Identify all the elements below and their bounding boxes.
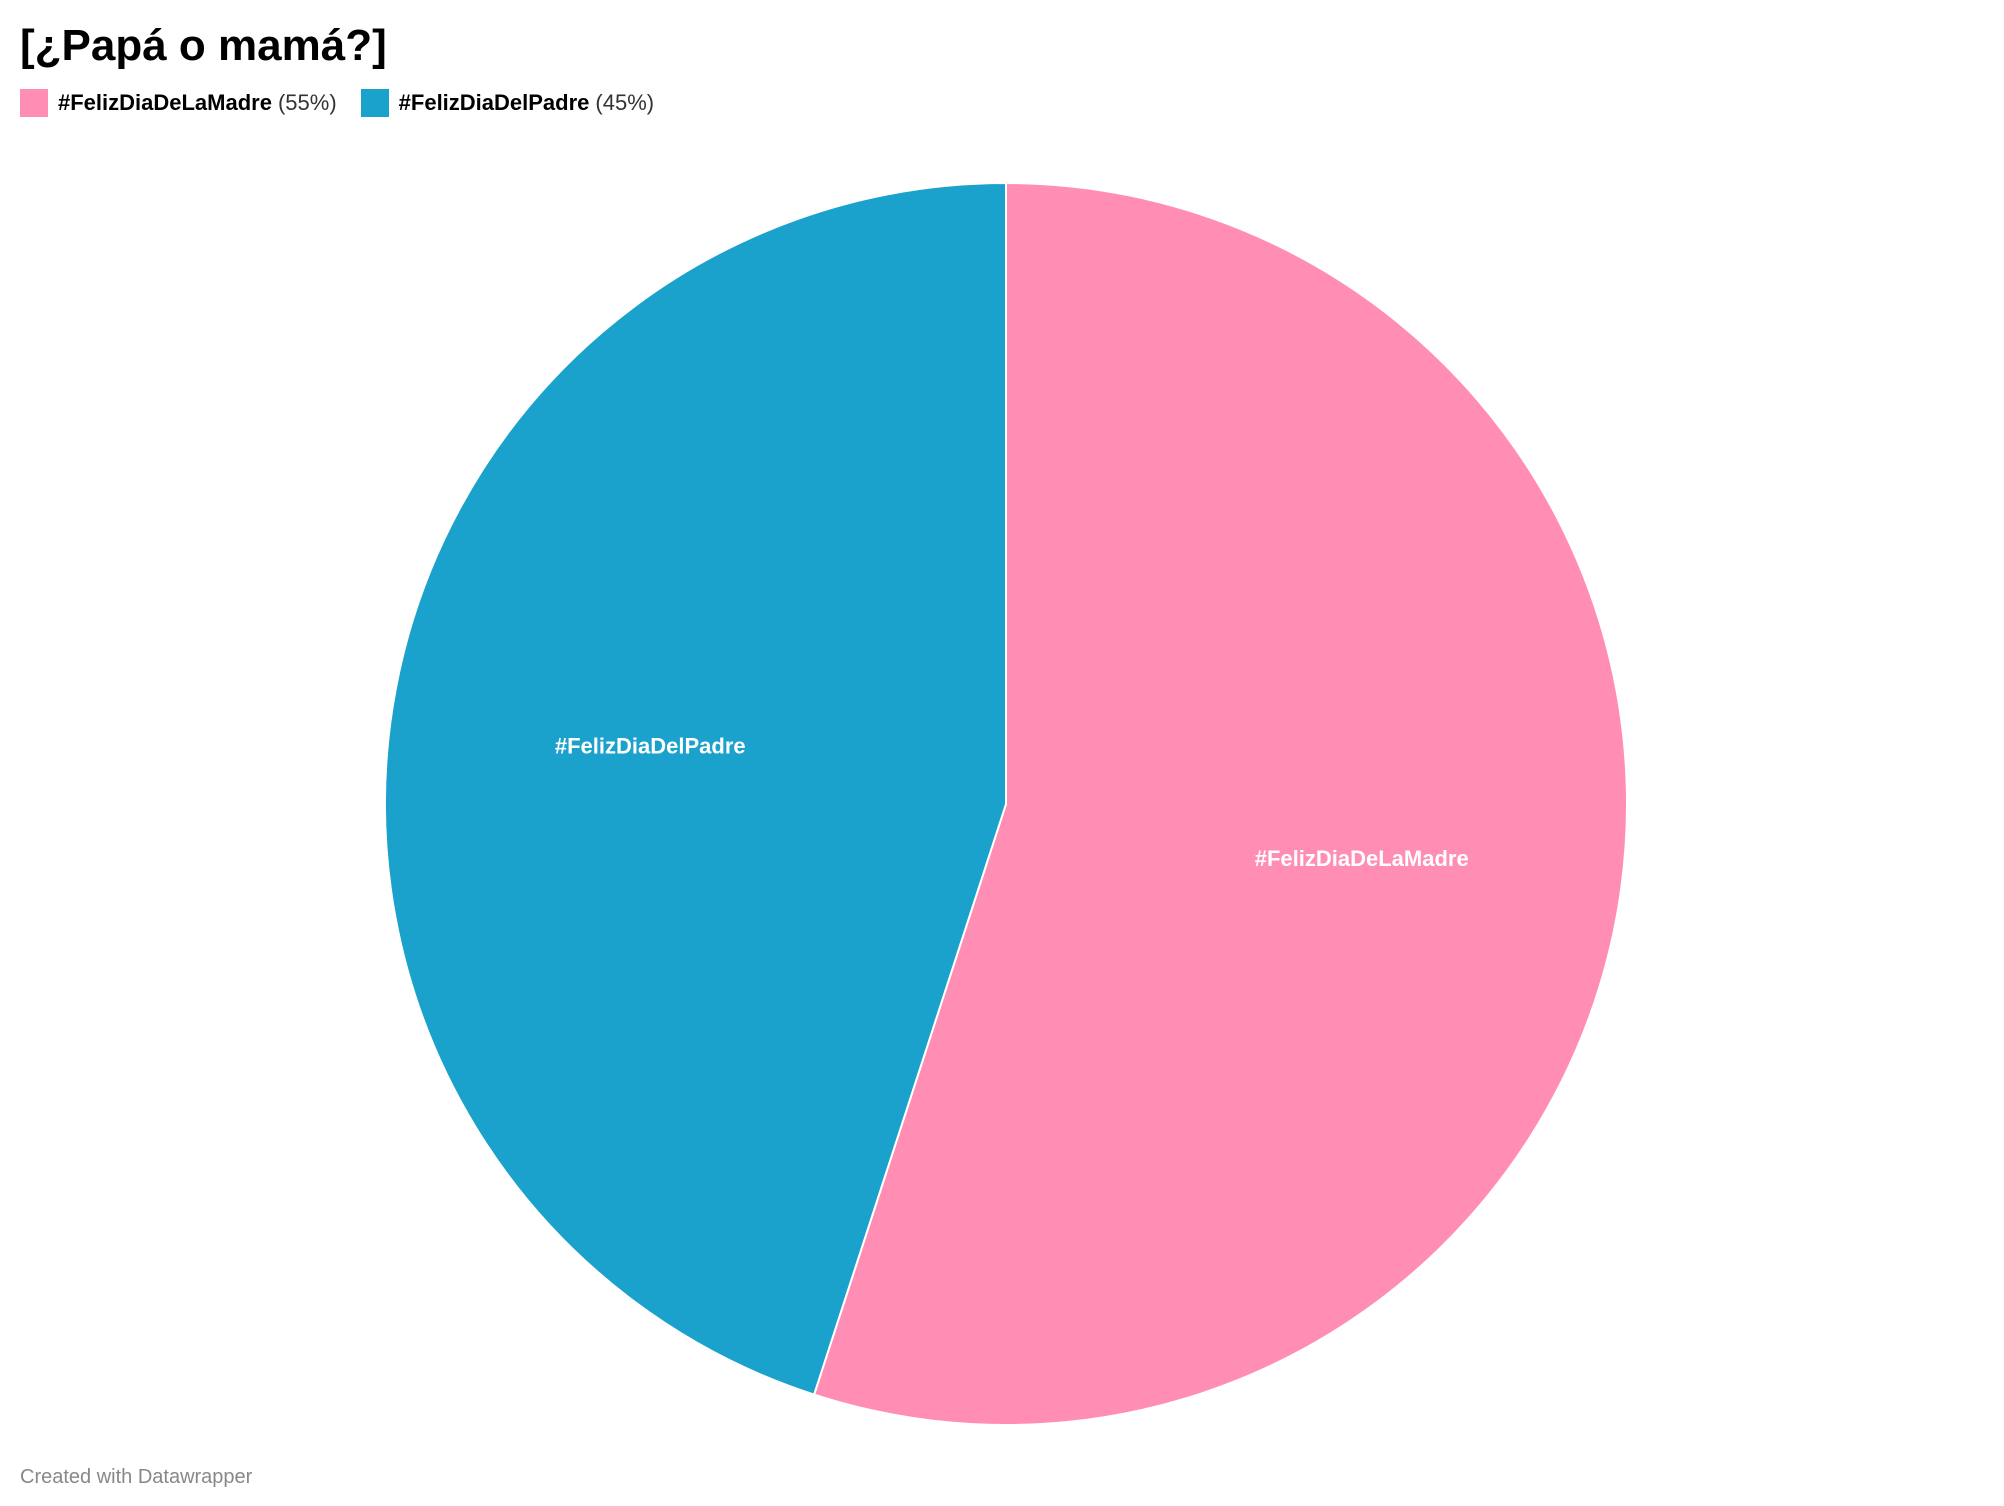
legend-label-padre: #FelizDiaDelPadre — [398, 90, 590, 115]
slice-label-padre: #FelizDiaDelPadre — [555, 733, 746, 758]
legend-item-madre: #FelizDiaDeLaMadre (55%) — [20, 88, 337, 118]
slice-label-madre: #FelizDiaDeLaMadre — [1255, 846, 1469, 871]
pie-slice-padre — [384, 181, 1007, 1396]
footer-credit: Created with Datawrapper — [20, 1466, 253, 1488]
legend-item-padre: #FelizDiaDelPadre (45%) — [360, 88, 655, 118]
legend-percent-madre: (55%) — [277, 90, 337, 115]
chart-legend: #FelizDiaDeLaMadre (55%) #FelizDiaDelPad… — [20, 88, 678, 118]
legend-swatch-padre — [360, 89, 389, 117]
legend-percent-padre: (45%) — [595, 90, 655, 115]
chart-title: [¿Papá o mamá?] — [20, 21, 387, 70]
legend-label-madre: #FelizDiaDeLaMadre — [58, 90, 272, 115]
legend-swatch-madre — [20, 89, 48, 117]
pie-slice-madre — [812, 181, 1628, 1426]
